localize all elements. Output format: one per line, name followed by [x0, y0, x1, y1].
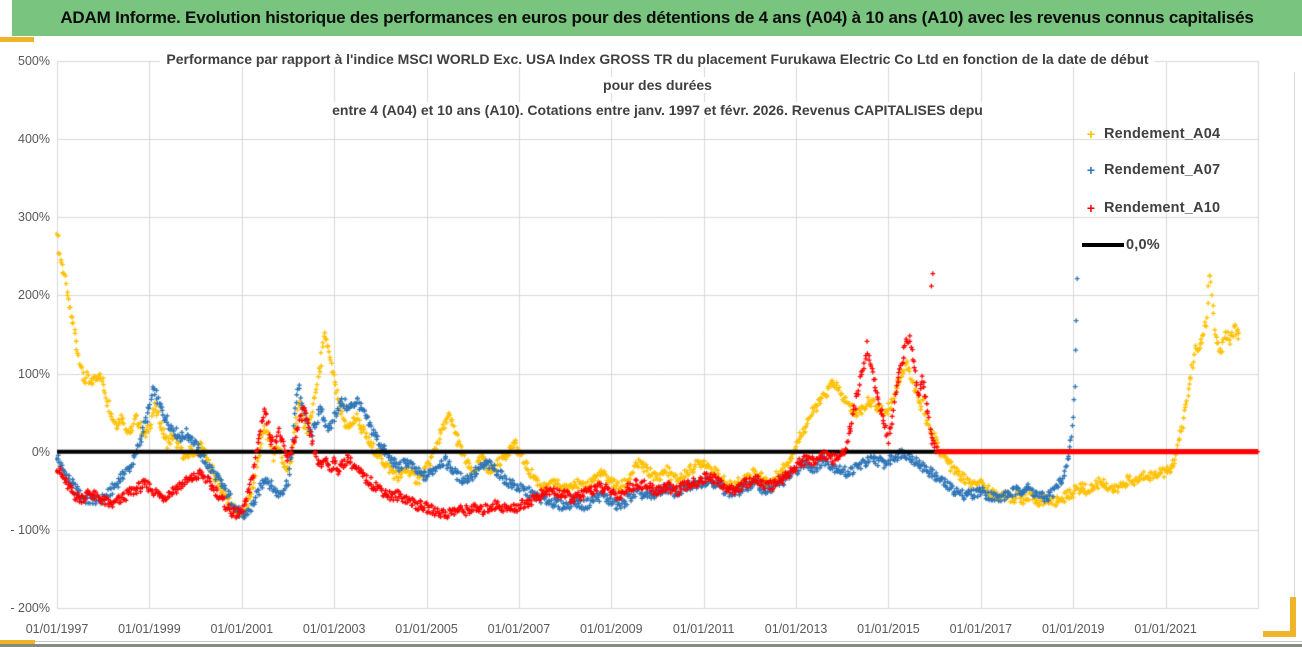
- chart-selection-handle-bottom-right-horizontal[interactable]: [1263, 631, 1296, 637]
- x-tick-label: 01/01/2003: [302, 622, 366, 636]
- x-tick-label: 01/01/2001: [210, 622, 274, 636]
- chart-selection-handle-bottom-right-vertical[interactable]: [1290, 597, 1296, 637]
- chart-title-line-3: entre 4 (A04) et 10 ans (A10). Cotations…: [57, 101, 1258, 119]
- legend-item-rendement-a04[interactable]: + Rendement_A04: [1082, 124, 1220, 144]
- bottom-divider-line: [35, 641, 1302, 642]
- y-tick-label: 100%: [18, 366, 50, 381]
- y-tick-label: 300%: [18, 210, 50, 225]
- x-tick-label: 01/01/2011: [672, 622, 735, 636]
- x-tick-label: 01/01/2007: [487, 622, 551, 636]
- y-tick-label: 500%: [18, 54, 50, 68]
- chart-selection-handle-bottom-left[interactable]: [0, 640, 35, 644]
- chart-title-line-2: pour des durées: [57, 76, 1258, 94]
- chart-title-line-1: Performance par rapport à l'indice MSCI …: [57, 50, 1258, 68]
- y-tick-label: - 100%: [10, 522, 50, 537]
- x-tick-label: 01/01/1999: [118, 622, 181, 636]
- x-tick-label: 01/01/2015: [857, 622, 920, 636]
- legend-item-rendement-a07[interactable]: + Rendement_A07: [1082, 160, 1220, 180]
- legend-zero-line-swatch: [1082, 243, 1124, 247]
- legend-plus-marker-icon: +: [1086, 126, 1096, 142]
- y-tick-label: 0%: [31, 444, 50, 459]
- legend-label: Rendement_A07: [1104, 162, 1221, 178]
- y-tick-label: 200%: [18, 288, 50, 303]
- legend-label: Rendement_A10: [1104, 200, 1221, 216]
- legend-label: 0,0%: [1126, 237, 1160, 253]
- bottom-window-edge: [0, 644, 1302, 647]
- legend-plus-marker-icon: +: [1086, 162, 1096, 178]
- legend-label: Rendement_A04: [1104, 126, 1221, 142]
- legend-item-rendement-a10[interactable]: + Rendement_A10: [1082, 198, 1220, 218]
- y-tick-label: - 200%: [10, 601, 50, 615]
- x-tick-label: 01/01/2017: [949, 622, 1013, 636]
- x-tick-label: 01/01/2013: [764, 622, 828, 636]
- legend-plus-marker-icon: +: [1086, 200, 1096, 216]
- x-tick-label: 01/01/2009: [580, 622, 643, 636]
- x-tick-label: 01/01/2019: [1041, 622, 1105, 636]
- x-tick-label: 01/01/1997: [25, 622, 89, 636]
- legend-item-0-0-[interactable]: 0,0%: [1082, 235, 1160, 255]
- x-tick-label: 01/01/2021: [1134, 622, 1197, 636]
- y-tick-label: 400%: [18, 132, 50, 147]
- x-tick-label: 01/01/2005: [395, 622, 458, 636]
- chart-frame-right-border: [1294, 72, 1295, 612]
